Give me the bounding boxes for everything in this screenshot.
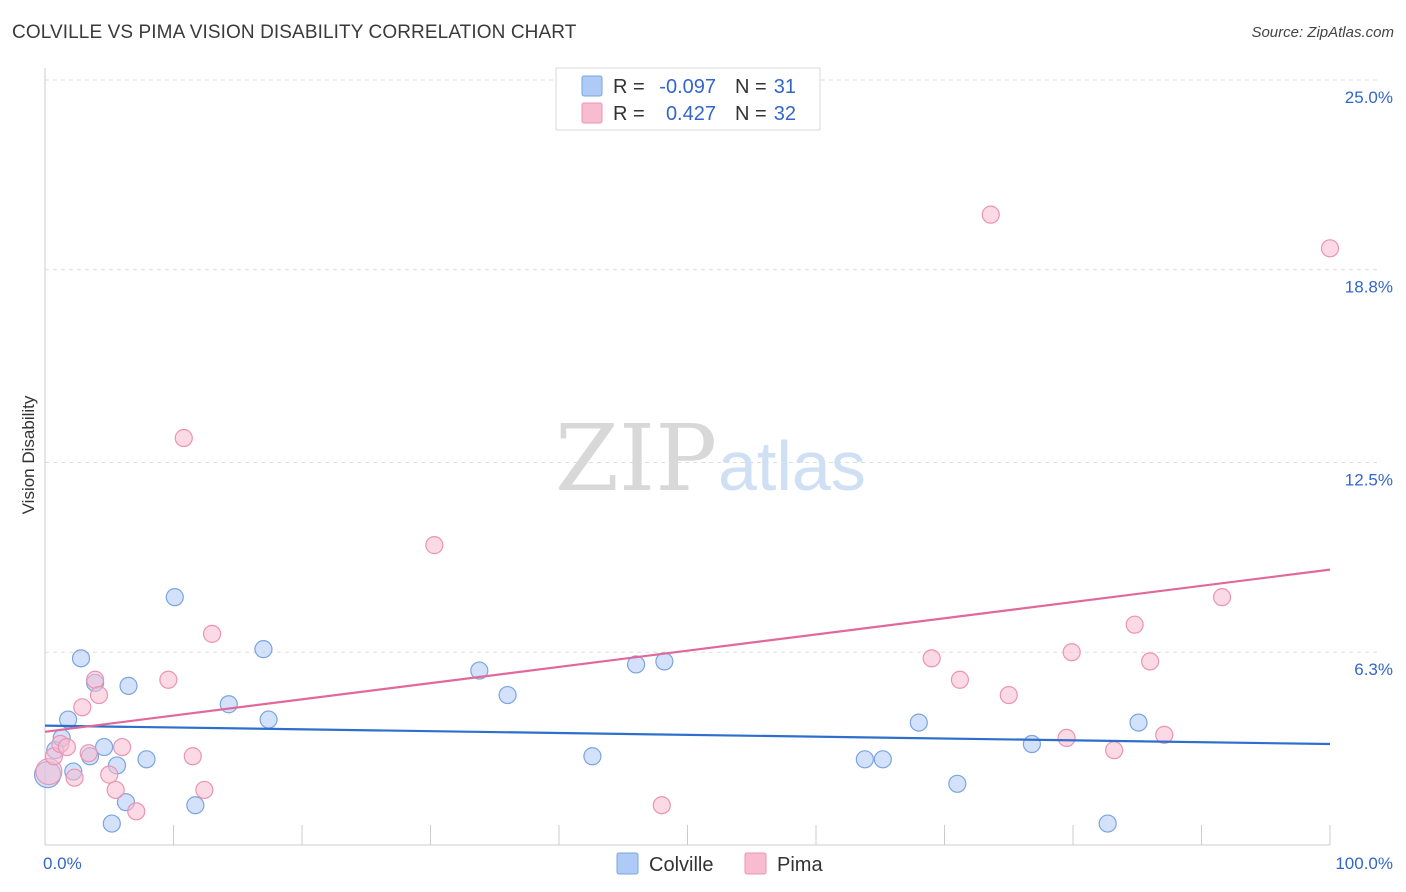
colville-point-13 — [137, 750, 156, 769]
watermark-atlas: atlas — [718, 427, 866, 505]
x-tick-label-end: 100.0% — [1335, 854, 1393, 873]
colville-n-label: N = — [735, 76, 767, 98]
pima-point-19 — [652, 796, 671, 815]
pima-point-25 — [1062, 643, 1081, 662]
colville-point-19 — [470, 661, 489, 680]
pima-point-26 — [1105, 741, 1124, 760]
pima-point-21 — [950, 670, 970, 689]
colville-point-5 — [71, 649, 91, 668]
pima-point-22 — [981, 205, 1000, 224]
pima-point-10 — [106, 780, 125, 800]
pima-point-11 — [112, 737, 132, 757]
pima-r-label: R = — [613, 103, 645, 125]
pima-point-18 — [425, 536, 444, 555]
colville-point-20 — [498, 685, 517, 705]
pima-point-12 — [127, 802, 146, 821]
colville-point-14 — [165, 588, 184, 607]
colville-stats-swatch — [581, 75, 603, 97]
colville-point-30 — [1129, 713, 1148, 732]
colville-point-28 — [1022, 734, 1041, 754]
colville-point-29 — [1098, 814, 1117, 833]
colville-legend-label: Colville — [649, 854, 713, 876]
pima-point-24 — [1057, 728, 1076, 748]
data-points — [33, 205, 1340, 833]
y-tick-label-0: 6.3% — [1354, 660, 1393, 679]
colville-point-24 — [855, 750, 874, 769]
source-label: Source: ZipAtlas.com — [1251, 24, 1394, 41]
colville-trend-line — [44, 724, 1331, 746]
pima-point-29 — [1155, 725, 1174, 744]
pima-trend-line — [44, 568, 1331, 733]
pima-point-28 — [1140, 652, 1160, 671]
pima-point-20 — [922, 649, 941, 668]
y-tick-label-3: 25.0% — [1345, 88, 1393, 107]
colville-point-26 — [909, 713, 928, 732]
pima-n-label: N = — [735, 103, 767, 125]
pima-point-14 — [174, 428, 193, 448]
colville-point-18 — [259, 710, 278, 729]
pima-legend-swatch — [744, 852, 767, 875]
pima-r-value: 0.427 — [666, 103, 716, 125]
colville-point-17 — [254, 640, 273, 659]
colville-point-9 — [102, 814, 121, 833]
colville-point-27 — [948, 774, 967, 793]
pima-point-6 — [79, 744, 98, 763]
pima-point-16 — [195, 780, 214, 800]
bottom-legend: Colville Pima — [616, 852, 823, 876]
colville-point-21 — [583, 747, 602, 766]
pima-point-3 — [57, 737, 76, 757]
pima-stats-swatch — [581, 102, 603, 124]
pima-point-31 — [1320, 239, 1340, 258]
stats-legend: R = -0.097 N = 31 R = 0.427 N = 32 — [555, 67, 821, 131]
y-tick-labels: 6.3% 12.5% 18.8% 25.0% — [1345, 88, 1393, 679]
colville-r-label: R = — [613, 76, 645, 98]
colville-point-8 — [95, 737, 114, 757]
watermark-zip: ZIP — [555, 405, 717, 512]
pima-point-23 — [999, 685, 1018, 705]
colville-point-25 — [873, 750, 892, 769]
pima-point-15 — [183, 747, 202, 766]
colville-point-12 — [119, 676, 138, 695]
pima-point-9 — [100, 765, 119, 784]
x-tick-label-start: 0.0% — [43, 854, 82, 873]
pima-legend-label: Pima — [777, 854, 823, 876]
pima-point-5 — [73, 698, 92, 717]
y-tick-label-1: 12.5% — [1345, 471, 1393, 490]
pima-point-27 — [1125, 615, 1144, 634]
grid-lines — [45, 79, 1380, 653]
y-tick-label-2: 18.8% — [1345, 278, 1393, 297]
watermark: ZIP atlas — [555, 405, 866, 512]
colville-legend-swatch — [616, 852, 639, 875]
pima-point-30 — [1212, 588, 1232, 607]
pima-point-8 — [89, 685, 109, 705]
colville-point-22 — [626, 655, 646, 674]
colville-r-value: -0.097 — [659, 76, 716, 98]
axes — [44, 68, 1331, 846]
pima-point-17 — [202, 624, 222, 643]
pima-point-13 — [159, 670, 178, 689]
trend-lines — [44, 568, 1331, 746]
colville-n-value: 31 — [774, 76, 796, 98]
colville-point-15 — [186, 796, 205, 815]
pima-point-7 — [86, 670, 105, 689]
x-tick-labels: 0.0% 100.0% — [43, 854, 1393, 873]
y-axis-title: Vision Disability — [19, 395, 38, 514]
pima-n-value: 32 — [774, 103, 796, 125]
pima-point-4 — [65, 768, 84, 787]
chart-title: COLVILLE VS PIMA VISION DISABILITY CORRE… — [12, 22, 577, 43]
